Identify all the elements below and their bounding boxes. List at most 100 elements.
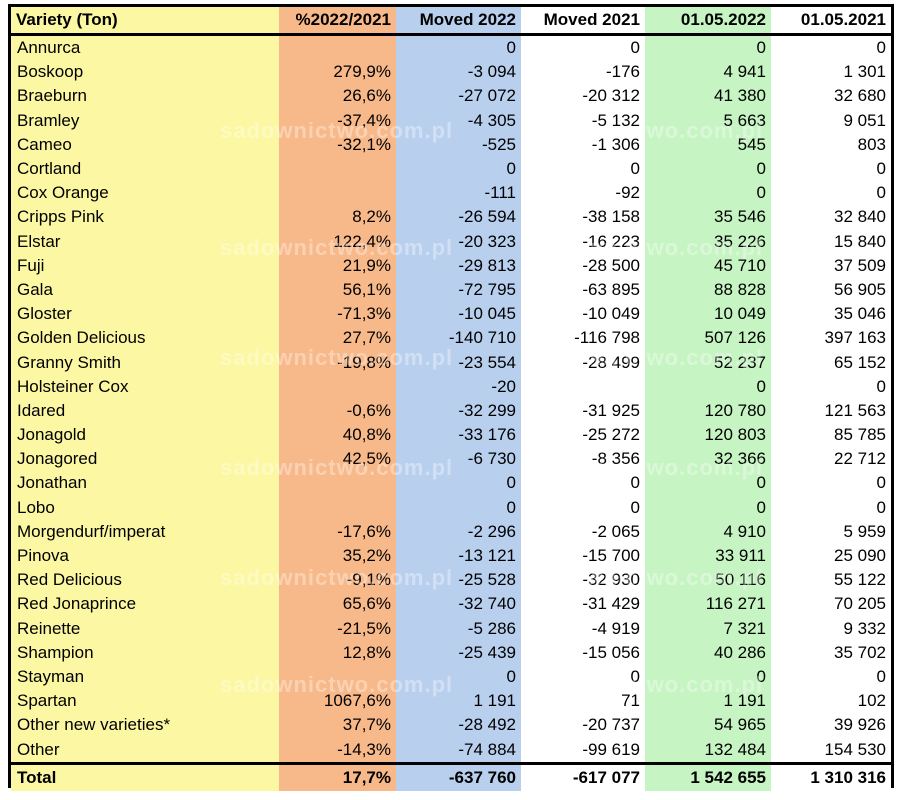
cell-variety: Reinette (11, 616, 279, 641)
cell-variety: Annurca (11, 34, 279, 61)
table-row: Holsteiner Cox -20 0 0 (11, 374, 891, 399)
cell-stock-2021: 1 301 (771, 60, 891, 85)
cell-stock-2021: 15 840 (771, 229, 891, 254)
cell-stock-2021: 0 (771, 471, 891, 496)
table-row: Jonathan 0 0 0 0 (11, 471, 891, 496)
cell-variety: Fuji (11, 253, 279, 278)
table-row: Jonagold 40,8% -33 176 -25 272 120 803 85 785 (11, 423, 891, 448)
cell-stock-2021: 0 (771, 156, 891, 182)
cell-stock-2022: 0 (645, 374, 771, 399)
cell-stock-2021: 35 046 (771, 302, 891, 327)
cell-moved-2021: -16 223 (521, 229, 645, 254)
cell-moved-2022: -28 492 (396, 713, 521, 738)
cell-stock-2022: 35 226 (645, 229, 771, 254)
table-row: Gala 56,1% -72 795 -63 895 88 828 56 905 (11, 277, 891, 303)
cell-moved-2021: 0 (521, 156, 645, 182)
cell-moved-2021: -2 065 (521, 519, 645, 544)
total-label: Total (11, 761, 279, 791)
cell-variety: Cameo (11, 132, 279, 157)
header-stock-2021: 01.05.2021 (771, 7, 891, 36)
cell-pct: 122,4% (279, 229, 396, 254)
cell-stock-2022: 4 941 (645, 60, 771, 85)
cell-pct: 65,6% (279, 592, 396, 617)
cell-stock-2021: 9 332 (771, 616, 891, 641)
table-row: Fuji 21,9% -29 813 -28 500 45 710 37 509 (11, 253, 891, 278)
cell-stock-2022: 0 (645, 471, 771, 496)
cell-stock-2022: 507 126 (645, 326, 771, 351)
total-stock-2022: 1 542 655 (645, 761, 771, 791)
cell-moved-2022: 0 (396, 156, 521, 182)
cell-pct: 1067,6% (279, 689, 396, 714)
cell-stock-2022: 88 828 (645, 277, 771, 303)
cell-pct: 27,7% (279, 326, 396, 351)
cell-moved-2022: -26 594 (396, 205, 521, 230)
cell-pct: -14,3% (279, 737, 396, 764)
cell-moved-2021: -31 429 (521, 592, 645, 617)
cell-moved-2022: -3 094 (396, 60, 521, 85)
cell-moved-2022: 0 (396, 664, 521, 690)
cell-moved-2021: 71 (521, 689, 645, 714)
cell-moved-2021: -116 798 (521, 326, 645, 351)
cell-pct: 40,8% (279, 423, 396, 448)
table-row: Jonagored 42,5% -6 730 -8 356 32 366 22 712 (11, 447, 891, 472)
cell-stock-2022: 32 366 (645, 447, 771, 472)
table-row: Bramley -37,4% -4 305 -5 132 5 663 9 051 (11, 108, 891, 133)
table-body: Annurca 0 0 0 0 Boskoop 279,9% -3 094 -176 4 941 1… (11, 34, 891, 764)
header-variety: Variety (Ton) (11, 7, 279, 36)
cell-pct: 26,6% (279, 84, 396, 109)
cell-stock-2022: 54 965 (645, 713, 771, 738)
cell-pct: -17,6% (279, 519, 396, 544)
header-moved-2022: Moved 2022 (396, 7, 521, 36)
cell-stock-2022: 10 049 (645, 302, 771, 327)
cell-stock-2022: 120 780 (645, 398, 771, 423)
cell-stock-2022: 33 911 (645, 543, 771, 569)
cell-variety: Cortland (11, 156, 279, 182)
cell-pct (279, 471, 396, 496)
cell-moved-2022: -32 299 (396, 398, 521, 423)
total-stock-2021: 1 310 316 (771, 761, 891, 791)
cell-stock-2021: 22 712 (771, 447, 891, 472)
cell-moved-2022: -29 813 (396, 253, 521, 278)
cell-variety: Holsteiner Cox (11, 374, 279, 399)
cell-stock-2022: 545 (645, 132, 771, 157)
cell-variety: Cox Orange (11, 181, 279, 206)
cell-stock-2021: 37 509 (771, 253, 891, 278)
cell-stock-2022: 116 271 (645, 592, 771, 617)
cell-moved-2021: -5 132 (521, 108, 645, 133)
cell-stock-2021: 70 205 (771, 592, 891, 617)
cell-stock-2022: 7 321 (645, 616, 771, 641)
cell-pct: -37,4% (279, 108, 396, 133)
total-pct: 17,7% (279, 761, 396, 791)
cell-moved-2022: -6 730 (396, 447, 521, 472)
cell-pct: 37,7% (279, 713, 396, 738)
header-pct: %2022/2021 (279, 7, 396, 36)
cell-stock-2021: 0 (771, 664, 891, 690)
cell-variety: Granny Smith (11, 350, 279, 375)
table-row: Morgendurf/imperat -17,6% -2 296 -2 065 4 91… (11, 519, 891, 544)
cell-stock-2021: 154 530 (771, 737, 891, 764)
cell-stock-2021: 55 122 (771, 568, 891, 593)
table-row: Other new varieties* 37,7% -28 492 -20 737 5… (11, 713, 891, 738)
cell-moved-2022: -74 884 (396, 737, 521, 764)
cell-stock-2022: 0 (645, 664, 771, 690)
cell-moved-2021: -20 737 (521, 713, 645, 738)
cell-moved-2022: -32 740 (396, 592, 521, 617)
cell-stock-2021: 32 840 (771, 205, 891, 230)
cell-pct: -71,3% (279, 302, 396, 327)
table-row: Golden Delicious 27,7% -140 710 -116 798 507… (11, 326, 891, 351)
apple-stock-table: Variety (Ton) %2022/2021 Moved 2022 Move… (11, 7, 891, 791)
cell-pct: 8,2% (279, 205, 396, 230)
table-row: Red Delicious -9,1% -25 528 -32 930 50 116 55… (11, 568, 891, 593)
cell-variety: Braeburn (11, 84, 279, 109)
cell-moved-2021: -92 (521, 181, 645, 206)
cell-stock-2022: 0 (645, 156, 771, 182)
cell-variety: Other (11, 737, 279, 764)
cell-moved-2021: 0 (521, 471, 645, 496)
cell-moved-2022: 1 191 (396, 689, 521, 714)
cell-moved-2021: 0 (521, 34, 645, 61)
table-row: Spartan 1067,6% 1 191 71 1 191 102 (11, 689, 891, 714)
data-table-frame: Variety (Ton) %2022/2021 Moved 2022 Move… (8, 4, 894, 791)
cell-pct (279, 664, 396, 690)
cell-moved-2022: -2 296 (396, 519, 521, 544)
cell-moved-2021: -1 306 (521, 132, 645, 157)
